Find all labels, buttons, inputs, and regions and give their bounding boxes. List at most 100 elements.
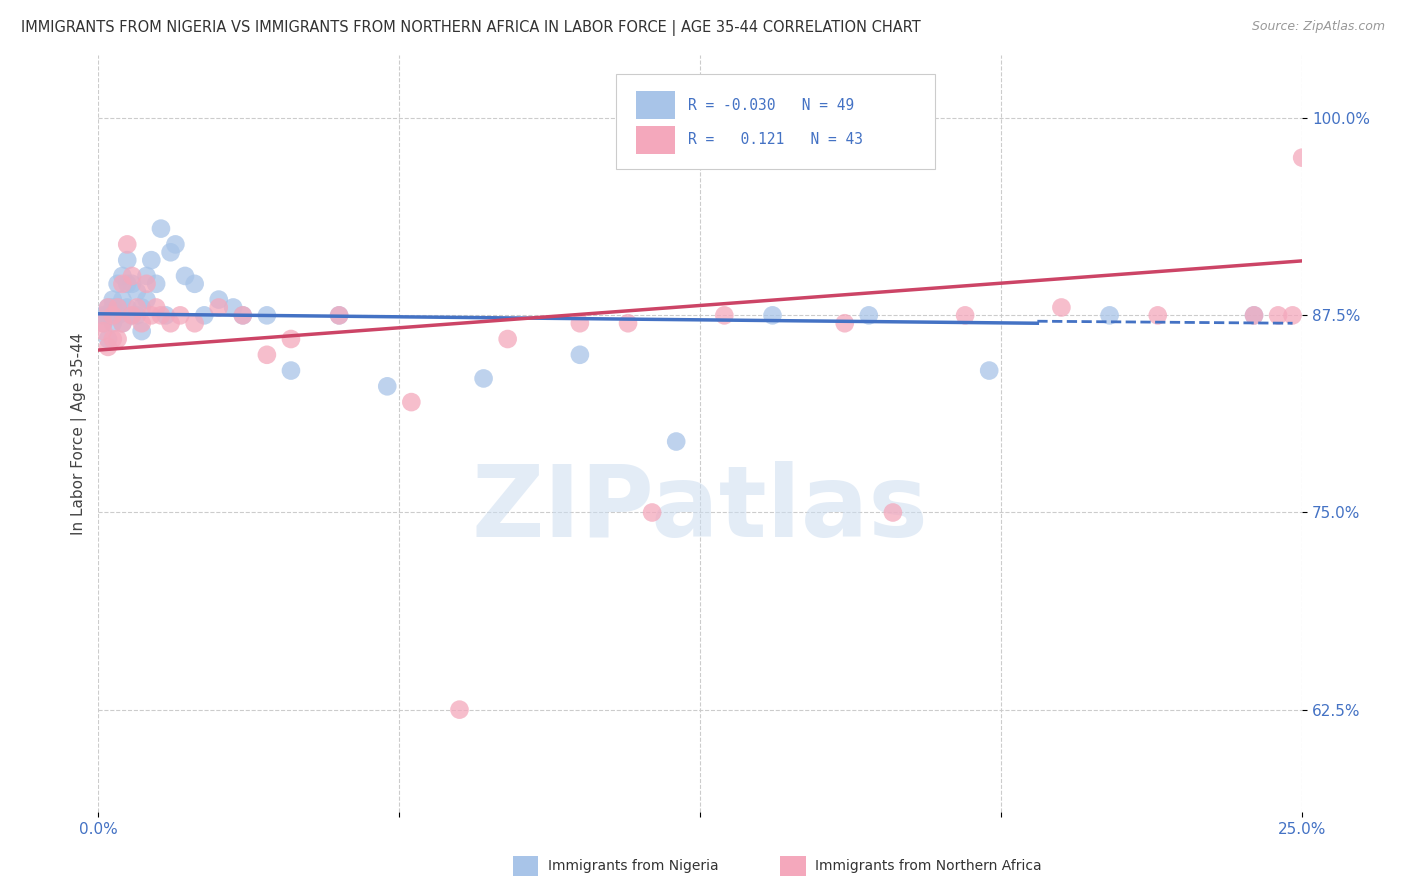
Point [183,316,205,330]
Point [111,293,134,307]
Point [117,253,139,268]
Point [125,309,148,323]
Point [135,293,157,307]
Point [149,309,172,323]
Point [111,268,134,283]
Point [107,301,129,315]
Point [834,316,856,330]
Point [91,316,114,330]
Point [472,371,495,385]
Point [97,301,120,315]
FancyBboxPatch shape [616,74,935,169]
Point [97,332,120,346]
Point [617,316,640,330]
Point [155,309,177,323]
Point [117,301,139,315]
Point [101,309,124,323]
Point [159,245,181,260]
Point [713,309,735,323]
Point [208,293,231,307]
Point [208,301,231,315]
Point [97,301,120,315]
Point [97,340,120,354]
Point [1050,301,1073,315]
Point [665,434,688,449]
Point [131,316,153,330]
Text: Immigrants from Nigeria: Immigrants from Nigeria [548,859,718,873]
Point [568,348,591,362]
Point [193,309,215,323]
Point [101,301,124,315]
Point [1243,309,1265,323]
Text: Source: ZipAtlas.com: Source: ZipAtlas.com [1251,20,1385,33]
Point [641,506,664,520]
Point [97,309,120,323]
Point [131,301,153,315]
Point [111,316,134,330]
Point [256,348,278,362]
Point [101,293,124,307]
Y-axis label: In Labor Force | Age 35-44: In Labor Force | Age 35-44 [72,333,87,535]
Point [256,309,278,323]
Point [496,332,519,346]
Point [117,237,139,252]
Point [91,324,114,338]
Point [1291,151,1313,165]
Point [125,285,148,299]
Point [107,277,129,291]
Point [131,324,153,338]
Point [165,237,187,252]
Point [449,703,471,717]
Point [145,277,167,291]
Point [953,309,976,323]
Point [328,309,350,323]
Point [169,309,191,323]
Point [107,309,129,323]
Point [232,309,254,323]
Point [91,316,114,330]
Point [121,277,143,291]
Point [107,332,129,346]
Point [328,309,350,323]
Text: Immigrants from Northern Africa: Immigrants from Northern Africa [815,859,1042,873]
Point [117,277,139,291]
Text: R = -0.030   N = 49: R = -0.030 N = 49 [688,97,855,112]
Point [280,332,302,346]
Point [101,332,124,346]
Point [1146,309,1168,323]
Point [135,277,157,291]
Point [375,379,398,393]
Text: ZIPatlas: ZIPatlas [472,461,929,558]
Point [174,268,197,283]
Point [135,268,157,283]
Point [232,309,254,323]
Text: R =   0.121   N = 43: R = 0.121 N = 43 [688,132,863,147]
Point [121,268,143,283]
Point [401,395,423,409]
Point [183,277,205,291]
Point [141,309,163,323]
Point [1281,309,1303,323]
Point [145,301,167,315]
Point [882,506,904,520]
Point [111,277,134,291]
Point [125,301,148,315]
Point [107,301,129,315]
Point [222,301,245,315]
Point [858,309,880,323]
Bar [637,91,675,120]
Point [1267,309,1289,323]
Point [159,316,181,330]
Point [568,316,591,330]
Point [111,316,134,330]
Point [121,309,143,323]
Point [101,316,124,330]
Point [1243,309,1265,323]
Point [141,253,163,268]
Point [91,309,114,323]
Point [1098,309,1121,323]
Point [280,363,302,377]
Point [121,309,143,323]
Bar [637,126,675,154]
Point [149,221,172,235]
